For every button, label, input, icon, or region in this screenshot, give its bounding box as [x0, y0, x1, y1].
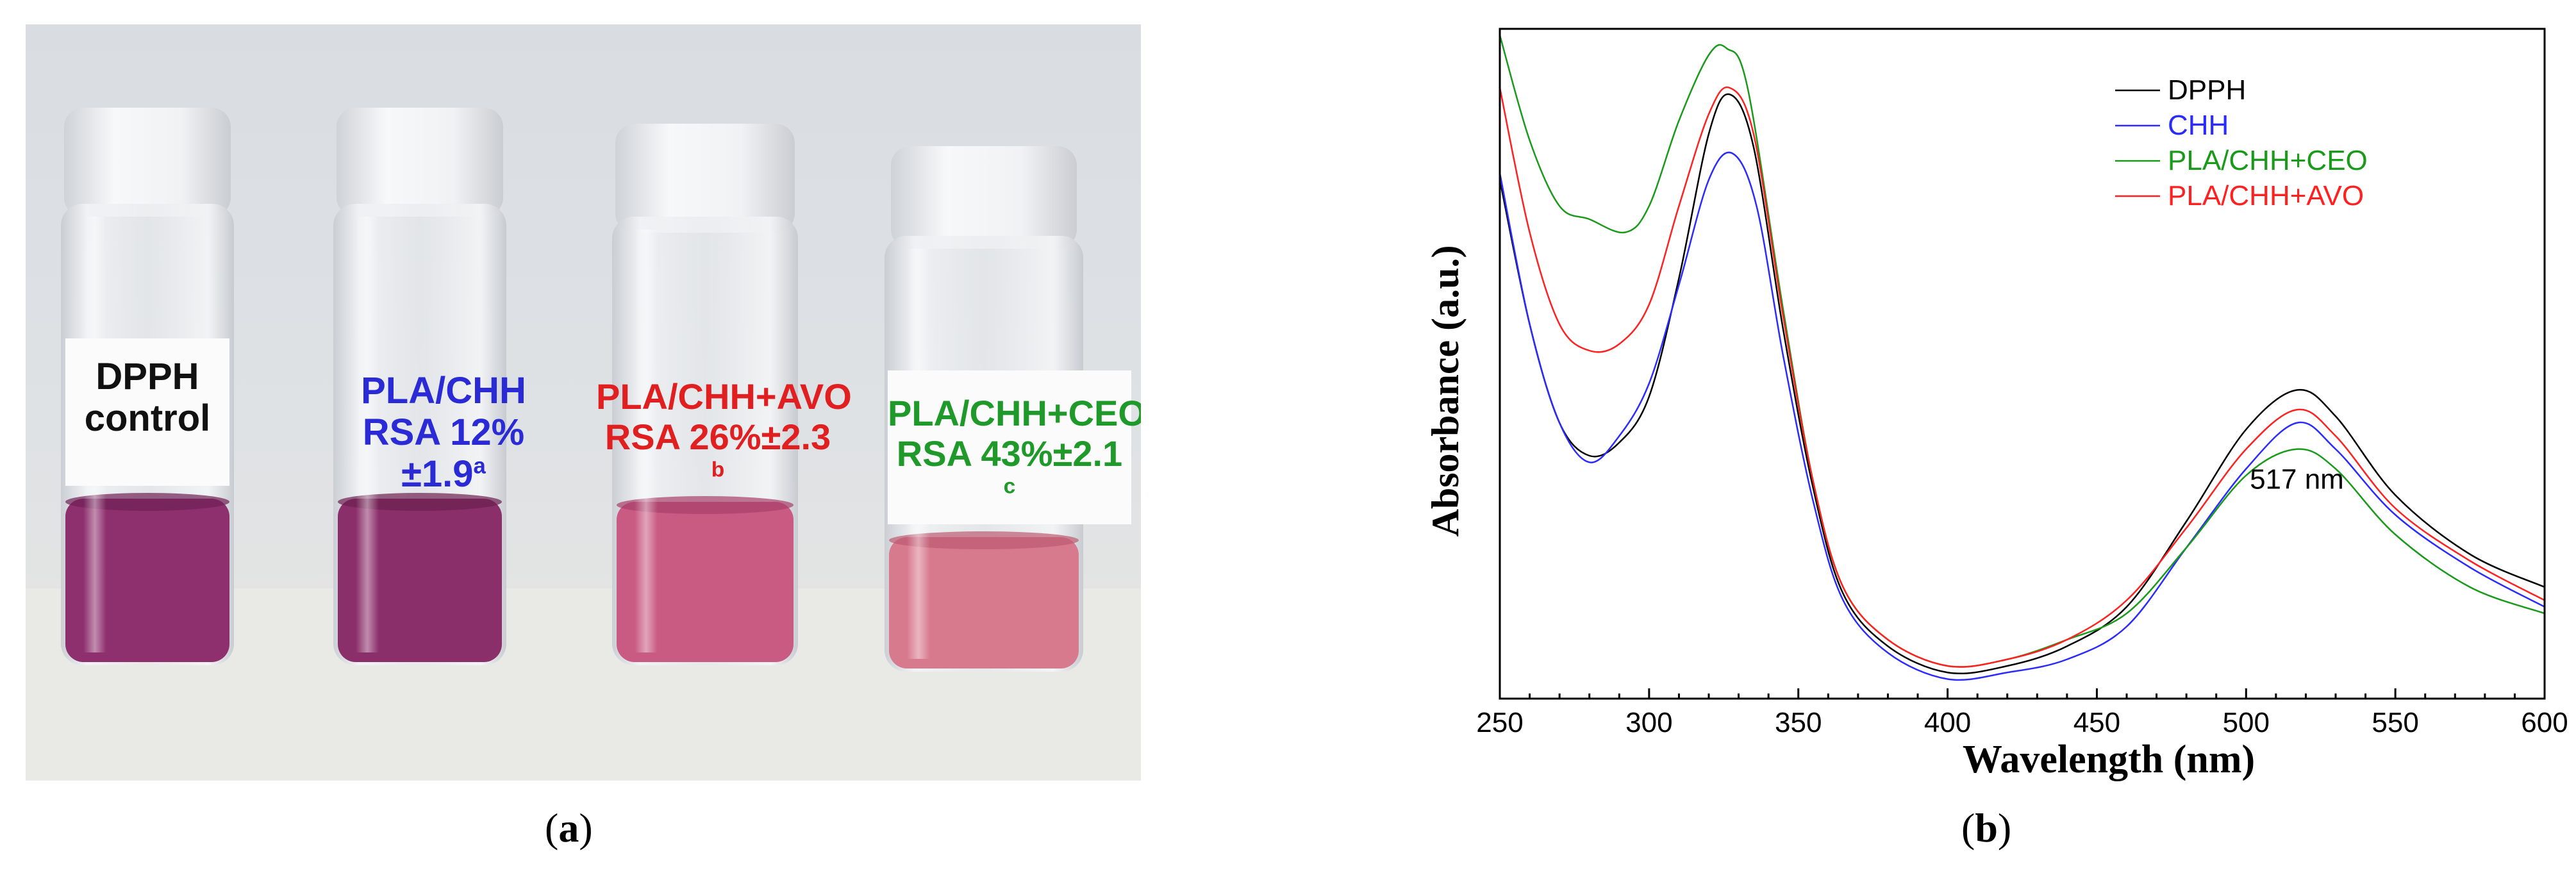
- vial-label-line2: RSA 43%±2.1: [896, 433, 1123, 474]
- vial-label-dpph: DPPH control: [65, 338, 229, 486]
- vial-label-line1: PLA/CHH+CEO: [888, 393, 1141, 433]
- caption-letter: b: [1975, 805, 1998, 851]
- x-tick-layer: 250 300 350 400 450 500 550 600: [1476, 688, 2568, 738]
- x-tick-label: 600: [2521, 707, 2568, 738]
- vial-dpph: [61, 108, 234, 665]
- vial-label-pla-chh-avo: PLA/CHH+AVO RSA 26%±2.3 b: [596, 358, 852, 492]
- x-tick-label: 550: [2372, 707, 2418, 738]
- vial-pla-chh-avo: [612, 124, 798, 665]
- legend-label: PLA/CHH+CEO: [2168, 145, 2368, 176]
- absorbance-chart-svg: 250 300 350 400 450 500 550 600 Wavelength (nm)…: [1424, 28, 2568, 781]
- x-tick-label: 400: [1924, 707, 1971, 738]
- plot-frame: [1499, 28, 2546, 700]
- vial-cap: [615, 124, 795, 233]
- vial-label-line1: PLA/CHH+AVO: [596, 376, 852, 417]
- vial-label-sup: c: [1003, 474, 1016, 499]
- vial-label-sup: a: [473, 453, 486, 479]
- x-tick-label: 300: [1625, 707, 1672, 738]
- caption-paren-open: (: [1961, 805, 1975, 851]
- liquid-meniscus: [889, 531, 1079, 549]
- absorbance-chart: 250 300 350 400 450 500 550 600 Wavelength (nm)…: [1424, 13, 2576, 795]
- x-axis-label: Wavelength (nm): [1963, 738, 2255, 781]
- legend-label: PLA/CHH+AVO: [2168, 180, 2364, 212]
- caption-paren-close: ): [1997, 805, 2012, 851]
- legend: DPPH CHH PLA/CHH+CEO PLA/CHH+AVO: [2115, 74, 2368, 212]
- vial-label-pla-chh: PLA/CHH RSA 12%±1.9a: [338, 351, 549, 495]
- vial-label-sup: b: [711, 458, 725, 482]
- glass-highlight: [356, 217, 379, 652]
- liquid-meniscus: [617, 496, 794, 514]
- series-line-3: [1499, 35, 2545, 668]
- legend-label: DPPH: [2168, 74, 2246, 106]
- caption-letter: a: [558, 805, 579, 851]
- panel-b-caption: (b): [1961, 804, 2011, 852]
- vial-label-line2: RSA 26%±2.3: [604, 416, 831, 457]
- vial-cap: [64, 108, 231, 217]
- vial-liquid: [617, 502, 794, 662]
- caption-paren-close: ): [579, 805, 593, 851]
- caption-paren-open: (: [545, 805, 559, 851]
- series-line-1: [1499, 93, 2545, 675]
- x-tick-label: 350: [1775, 707, 1822, 738]
- vials-photo: DPPH control PLA/CHH RSA 12%±1.9a PLA/CH…: [26, 24, 1141, 781]
- glass-highlight: [635, 229, 658, 652]
- series-line-2: [1499, 151, 2545, 681]
- vial-label-line1: DPPH: [96, 356, 199, 397]
- vial-label-pla-chh-ceo: PLA/CHH+CEO RSA 43%±2.1 c: [888, 370, 1141, 524]
- series-layer: [1499, 35, 2545, 681]
- vial-cap: [891, 146, 1077, 249]
- series-line-4: [1499, 86, 2545, 668]
- x-tick-label: 500: [2223, 707, 2270, 738]
- vial-label-line2: control: [84, 397, 211, 439]
- x-tick-label: 250: [1476, 707, 1523, 738]
- peak-annotation: 517 nm: [2250, 463, 2344, 495]
- vial-cap: [337, 108, 503, 217]
- vial-pla-chh: [333, 108, 506, 665]
- legend-label: CHH: [2168, 110, 2229, 141]
- vial-label-line2: RSA 12%±1.9: [362, 411, 525, 495]
- y-axis-label: Absorbance (a.u.): [1429, 245, 1467, 536]
- vial-label-line1: PLA/CHH: [361, 370, 526, 411]
- x-tick-label: 450: [2073, 707, 2120, 738]
- vial-liquid: [889, 537, 1079, 668]
- panel-a-caption: (a): [545, 804, 593, 852]
